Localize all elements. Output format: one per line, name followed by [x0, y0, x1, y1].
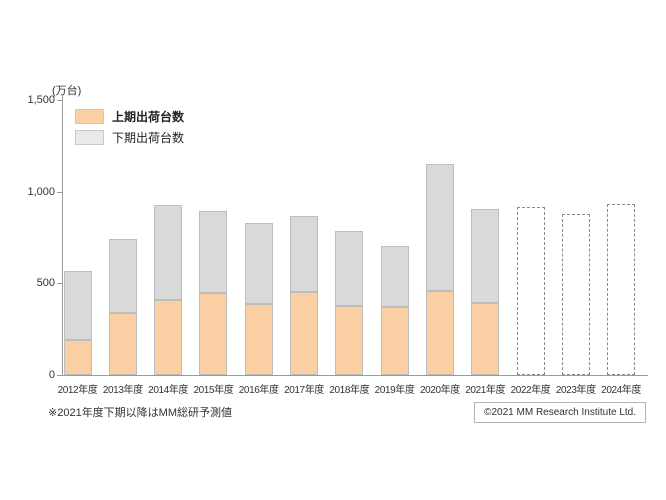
legend: 上期出荷台数 下期出荷台数	[75, 106, 184, 148]
bar-segment-second-half	[244, 222, 273, 305]
bar-segment-first-half	[380, 307, 409, 375]
y-tick-mark	[57, 100, 62, 101]
x-category-label: 2019年度	[374, 385, 415, 396]
x-category-label: 2021年度	[465, 385, 506, 396]
bar-segment-first-half	[471, 302, 500, 375]
bar-segment-first-half	[425, 290, 454, 375]
bar-segment-second-half	[63, 270, 92, 341]
y-tick-mark	[57, 375, 62, 376]
bar-segment-second-half	[108, 239, 137, 313]
bar-forecast-total	[516, 207, 545, 375]
y-axis-unit-label: (万台)	[52, 85, 82, 97]
x-category-label: 2018年度	[329, 385, 370, 396]
legend-label-first-half: 上期出荷台数	[112, 110, 185, 124]
y-tick-mark	[57, 283, 62, 285]
y-tick-label: 1,000	[27, 185, 55, 198]
x-category-label: 2017年度	[284, 385, 324, 396]
bar-segment-second-half	[425, 164, 454, 291]
bar-segment-second-half	[471, 209, 500, 303]
footnote: ※2021年度下期以降はMM総研予測値	[48, 407, 233, 419]
y-tick-label: 0	[48, 369, 55, 381]
bar-forecast-total	[561, 213, 590, 375]
x-category-label: 2014年度	[148, 385, 189, 396]
bar-segment-first-half	[154, 299, 183, 375]
x-category-label: 2023年度	[555, 385, 596, 396]
bar-segment-first-half	[335, 306, 364, 375]
y-axis-line	[62, 95, 63, 375]
x-axis-line	[62, 375, 648, 376]
x-category-label: 2022年度	[510, 385, 551, 396]
legend-item-first-half: 上期出荷台数	[75, 106, 184, 127]
bar-segment-second-half	[290, 216, 318, 292]
bar-segment-first-half	[290, 291, 318, 375]
x-category-label: 2013年度	[102, 385, 143, 396]
bar-segment-first-half	[244, 304, 273, 375]
bar-segment-second-half	[154, 205, 183, 300]
bar-segment-second-half	[335, 231, 364, 307]
x-category-label: 2016年度	[238, 385, 279, 396]
y-tick-label: 500	[36, 277, 55, 290]
legend-swatch-first-half	[75, 109, 104, 124]
bar-segment-second-half	[380, 245, 409, 308]
legend-item-second-half: 下期出荷台数	[75, 127, 184, 148]
legend-swatch-second-half	[75, 130, 104, 145]
bar-segment-first-half	[108, 312, 137, 375]
bar-segment-second-half	[199, 210, 228, 294]
legend-label-second-half: 下期出荷台数	[112, 131, 185, 145]
bar-segment-first-half	[63, 340, 92, 375]
x-category-label: 2015年度	[193, 385, 234, 396]
y-tick-mark	[57, 191, 62, 193]
bar-forecast-total	[607, 203, 636, 375]
bar-segment-first-half	[199, 293, 228, 375]
x-category-label: 2024年度	[601, 385, 642, 396]
x-category-label: 2012年度	[57, 385, 98, 396]
y-tick-label: 1,500	[27, 94, 55, 106]
copyright: ©2021 MM Research Institute Ltd.	[474, 402, 646, 423]
x-category-label: 2020年度	[419, 385, 460, 396]
